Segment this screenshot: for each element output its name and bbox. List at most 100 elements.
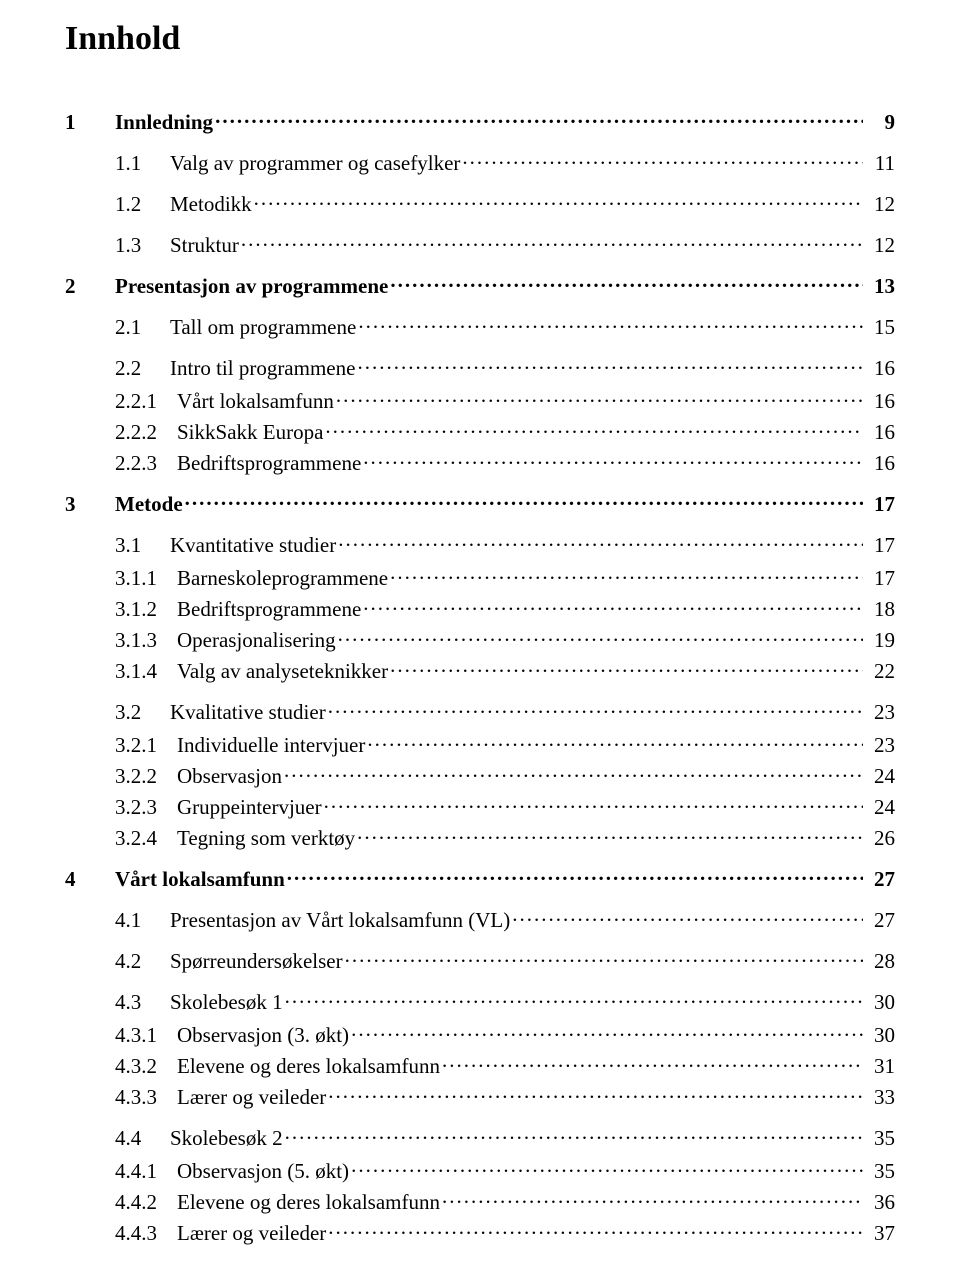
toc-entry-page: 35 [867,1126,895,1151]
toc-entry-page: 12 [867,233,895,258]
toc-entry: 4.3.1Observasjon (3. økt)30 [115,1021,895,1048]
toc-entry-title: Elevene og deres lokalsamfunn [177,1190,440,1215]
toc-entry-page: 16 [867,389,895,414]
toc-dot-leader [328,698,863,719]
toc-entry-title: Spørreundersøkelser [170,949,343,974]
toc-entry-page: 17 [867,492,895,517]
toc-entry-title: Vårt lokalsamfunn [177,389,334,414]
toc-container: 1Innledning91.1Valg av programmer og cas… [65,108,895,1246]
toc-entry-title: Gruppeintervjuer [177,795,322,820]
toc-entry-title: Tegning som verktøy [177,826,355,851]
toc-entry-title: Intro til programmene [170,356,355,381]
toc-entry-title: Kvantitative studier [170,533,336,558]
toc-dot-leader [351,1021,863,1042]
toc-entry-number: 3.1.4 [115,659,177,684]
toc-dot-leader [390,564,863,585]
toc-entry-page: 30 [867,990,895,1015]
toc-dot-leader [285,988,863,1009]
toc-entry-number: 2.1 [115,315,170,340]
toc-dot-leader [512,906,863,927]
toc-entry-page: 30 [867,1023,895,1048]
toc-entry-page: 26 [867,826,895,851]
toc-dot-leader [185,490,863,511]
toc-entry-page: 9 [867,110,895,135]
toc-entry-number: 1.3 [115,233,170,258]
document-title: Innhold [65,20,895,58]
toc-entry-title: Skolebesøk 2 [170,1126,283,1151]
toc-dot-leader [336,387,863,408]
toc-entry: 2.1Tall om programmene15 [115,313,895,340]
toc-entry-title: Individuelle intervjuer [177,733,365,758]
toc-entry-page: 24 [867,795,895,820]
toc-entry-page: 23 [867,733,895,758]
toc-dot-leader [284,762,863,783]
toc-entry: 3.1.2Bedriftsprogrammene18 [115,595,895,622]
toc-entry-page: 36 [867,1190,895,1215]
toc-entry-number: 1 [65,110,115,135]
toc-entry-page: 16 [867,356,895,381]
toc-entry: 4.4Skolebesøk 235 [115,1124,895,1151]
toc-entry-title: Metodikk [170,192,252,217]
toc-dot-leader [328,1219,863,1240]
toc-entry: 3.2.2Observasjon 24 [115,762,895,789]
toc-dot-leader [357,824,863,845]
toc-dot-leader [324,793,863,814]
toc-entry-page: 23 [867,700,895,725]
toc-entry-page: 28 [867,949,895,974]
toc-entry-number: 4 [65,867,115,892]
toc-entry: 3.2Kvalitative studier23 [115,698,895,725]
toc-entry-page: 33 [867,1085,895,1110]
toc-entry-page: 37 [867,1221,895,1246]
toc-entry: 1.3Struktur12 [115,231,895,258]
toc-dot-leader [367,731,863,752]
toc-entry-number: 3.2.3 [115,795,177,820]
toc-dot-leader [390,272,863,293]
toc-entry-title: Observasjon [177,764,282,789]
toc-entry-number: 1.2 [115,192,170,217]
toc-entry: 2Presentasjon av programmene13 [65,272,895,299]
toc-entry-number: 3.2.1 [115,733,177,758]
toc-entry-number: 3.1.2 [115,597,177,622]
toc-entry-number: 3.1.3 [115,628,177,653]
toc-entry-number: 4.3 [115,990,170,1015]
toc-entry-title: Operasjonalisering [177,628,336,653]
toc-entry-title: Elevene og deres lokalsamfunn [177,1054,440,1079]
toc-dot-leader [338,626,863,647]
toc-entry-number: 2.2.2 [115,420,177,445]
toc-entry-title: Innledning [115,110,213,135]
toc-entry-title: Observasjon (5. økt) [177,1159,349,1184]
toc-entry-page: 22 [867,659,895,684]
toc-entry: 4.3.2Elevene og deres lokalsamfunn31 [115,1052,895,1079]
toc-entry-page: 35 [867,1159,895,1184]
toc-entry-number: 2 [65,274,115,299]
toc-entry-number: 4.4.2 [115,1190,177,1215]
toc-entry: 2.2Intro til programmene 16 [115,354,895,381]
toc-entry: 3.1.1Barneskoleprogrammene17 [115,564,895,591]
toc-entry-page: 31 [867,1054,895,1079]
toc-entry-page: 11 [867,151,895,176]
toc-entry-number: 2.2 [115,356,170,381]
toc-entry-page: 18 [867,597,895,622]
toc-entry-page: 15 [867,315,895,340]
toc-entry-title: Lærer og veileder [177,1085,326,1110]
toc-entry-title: Metode [115,492,183,517]
toc-dot-leader [442,1052,863,1073]
toc-entry: 4.3Skolebesøk 130 [115,988,895,1015]
toc-entry-title: Barneskoleprogrammene [177,566,388,591]
toc-dot-leader [462,149,863,170]
toc-entry: 1Innledning 9 [65,108,895,135]
toc-dot-leader [442,1188,863,1209]
toc-entry-number: 4.2 [115,949,170,974]
toc-entry: 3.2.1Individuelle intervjuer 23 [115,731,895,758]
toc-entry-page: 24 [867,764,895,789]
toc-entry: 4.4.3Lærer og veileder37 [115,1219,895,1246]
toc-entry: 3.2.4Tegning som verktøy26 [115,824,895,851]
toc-entry: 4.2Spørreundersøkelser 28 [115,947,895,974]
toc-dot-leader [345,947,863,968]
toc-dot-leader [390,657,863,678]
toc-entry: 3.1.4Valg av analyseteknikker22 [115,657,895,684]
toc-dot-leader [328,1083,863,1104]
toc-entry-number: 4.3.1 [115,1023,177,1048]
toc-entry: 1.2Metodikk12 [115,190,895,217]
toc-entry-number: 3.2.2 [115,764,177,789]
